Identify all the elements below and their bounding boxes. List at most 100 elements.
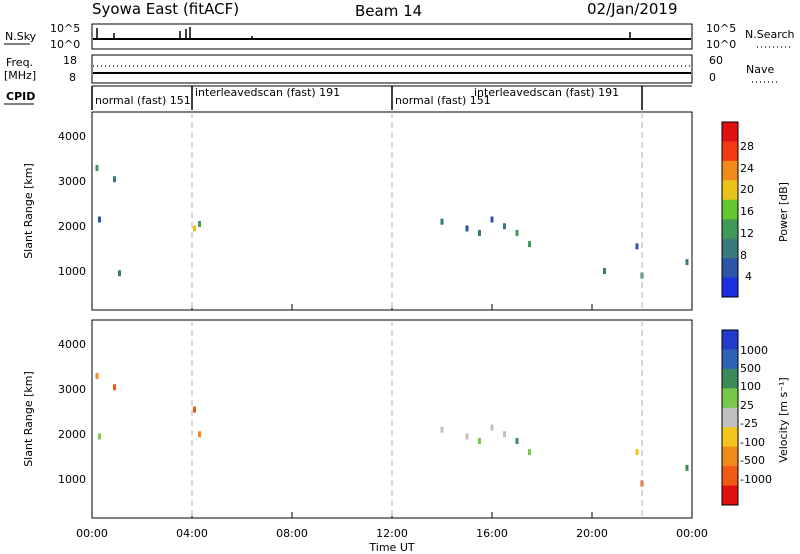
velocity-point-0-6: [528, 449, 531, 456]
velocity-ylabel: Slant Range [km]: [22, 371, 35, 467]
power-panel: Slant Range [km] 4000 3000 2000 1000: [22, 111, 693, 311]
velocity-point-0-0: [440, 426, 444, 433]
power-point-0-0: [440, 218, 444, 225]
velocity-ytick-3000: 3000: [58, 383, 86, 396]
velocity-cb-25: 25: [740, 399, 754, 412]
freq-right-tick-bottom: 0: [709, 71, 716, 84]
velocity-colorbar-cell-6: [722, 446, 738, 467]
power-colorbar-cell-6: [722, 238, 738, 259]
velocity-point-1-4: [198, 431, 201, 438]
velocity-point-1-7: [685, 464, 689, 471]
freq-label-1: Freq.: [6, 56, 33, 69]
cpid-label: CPID: [6, 90, 35, 103]
x-tick-label-3: 12:00: [376, 527, 408, 540]
velocity-cb-minus500: -500: [740, 454, 765, 467]
x-tick-label-4: 16:00: [476, 527, 508, 540]
power-point-1-4: [193, 225, 196, 232]
power-colorbar-cell-2: [722, 160, 738, 181]
velocity-colorbar-cell-3: [722, 388, 738, 409]
power-cb-20: 20: [740, 183, 754, 196]
velocity-colorbar-cell-7: [722, 466, 738, 487]
x-tick-label-6: 00:00: [676, 527, 708, 540]
sky-left-tick-bottom: 10^0: [50, 38, 80, 51]
power-cb-24: 24: [740, 162, 754, 175]
freq-left-tick-bottom: 8: [69, 71, 76, 84]
velocity-panel: Slant Range [km] 4000 3000 2000 1000: [22, 319, 693, 519]
cpid-segment-4: interleavedscan (fast) 191: [474, 86, 619, 99]
velocity-point-1-3: [193, 406, 196, 413]
cpid-segment-2: interleavedscan (fast) 191: [195, 86, 340, 99]
frequency-panel: Freq. [MHz] 18 8 60 0 Nave: [4, 54, 780, 84]
power-cb-8: 8: [740, 249, 747, 262]
power-colorbar-cell-0: [722, 122, 738, 142]
power-colorbar-cell-5: [722, 219, 738, 240]
power-colorbar: 28 24 20 16 12 8 4 Power [dB]: [721, 121, 790, 298]
sky-noise-spikes: [96, 27, 631, 39]
velocity-point-0-1: [465, 433, 469, 440]
power-colorbar-frame: [721, 121, 739, 298]
velocity-colorbar-cell-0: [722, 330, 738, 350]
velocity-colorbar-cell-4: [722, 407, 738, 428]
power-point-1-9: [685, 259, 689, 266]
power-ytick-2000: 2000: [58, 220, 86, 233]
power-cb-16: 16: [740, 205, 754, 218]
date-label: 02/Jan/2019: [587, 0, 678, 18]
nave-label: Nave: [746, 63, 774, 76]
power-point-0-4: [503, 223, 506, 230]
power-point-1-0: [95, 164, 99, 171]
velocity-cb-minus100: -100: [740, 436, 765, 449]
velocity-point-1-5: [635, 449, 639, 456]
power-point-0-5: [515, 229, 519, 236]
velocity-point-1-0: [95, 372, 99, 379]
velocity-ytick-4000: 4000: [58, 338, 86, 351]
power-point-1-1: [98, 216, 101, 223]
power-colorbar-cell-4: [722, 199, 738, 220]
power-cb-12: 12: [740, 227, 754, 240]
power-ytick-3000: 3000: [58, 175, 86, 188]
velocity-ytick-2000: 2000: [58, 428, 86, 441]
x-tick-label-0: 00:00: [76, 527, 108, 540]
time-axis-label: Time UT: [368, 541, 414, 554]
velocity-cb-minus25: -25: [740, 417, 758, 430]
power-colorbar-cell-3: [722, 180, 738, 201]
power-point-0-1: [465, 225, 469, 232]
power-point-1-6: [603, 268, 606, 275]
velocity-cb-100: 100: [740, 380, 761, 393]
velocity-point-1-1: [98, 433, 101, 440]
power-point-1-7: [635, 243, 639, 250]
power-cb-28: 28: [740, 140, 754, 153]
power-colorbar-cell-7: [722, 258, 738, 279]
power-point-1-3: [118, 270, 121, 277]
station-title: Syowa East (fitACF): [92, 0, 239, 18]
power-point-0-2: [478, 229, 481, 236]
freq-left-tick-top: 18: [63, 54, 77, 67]
power-cb-4: 4: [745, 270, 752, 283]
freq-label-2: [MHz]: [4, 69, 36, 82]
velocity-ytick-1000: 1000: [58, 473, 86, 486]
power-cb-label: Power [dB]: [777, 182, 790, 242]
velocity-colorbar-cell-1: [722, 349, 738, 370]
power-point-1-5: [198, 220, 201, 227]
velocity-cb-1000: 1000: [740, 344, 768, 357]
beam-label: Beam 14: [355, 2, 422, 20]
x-tick-label-2: 08:00: [276, 527, 308, 540]
x-tick-label-1: 04:00: [176, 527, 208, 540]
power-point-0-6: [528, 241, 531, 248]
velocity-cb-500: 500: [740, 362, 761, 375]
cpid-segment-1: normal (fast) 151: [95, 94, 191, 107]
cpid-segment-3: normal (fast) 151: [395, 94, 491, 107]
velocity-point-0-2: [478, 437, 481, 444]
velocity-colorbar-cell-8: [722, 485, 738, 506]
velocity-point-0-3: [490, 424, 494, 431]
sky-noise-panel: N.Sky 10^5 10^0 10^5 10^0 N.Search: [4, 22, 795, 51]
power-point-0-3: [490, 216, 494, 223]
time-axis: 00:00 04:00 08:00 12:00 16:00 20:00 00:00: [76, 304, 708, 540]
power-ytick-1000: 1000: [58, 265, 86, 278]
velocity-colorbar-cell-2: [722, 368, 738, 389]
sky-left-tick-top: 10^5: [50, 22, 80, 35]
velocity-colorbar: 1000 500 100 25 -25 -100 -500 -1000 Velo…: [721, 329, 790, 506]
power-colorbar-cell-8: [722, 277, 738, 298]
power-ytick-4000: 4000: [58, 130, 86, 143]
velocity-point-0-4: [503, 431, 506, 438]
